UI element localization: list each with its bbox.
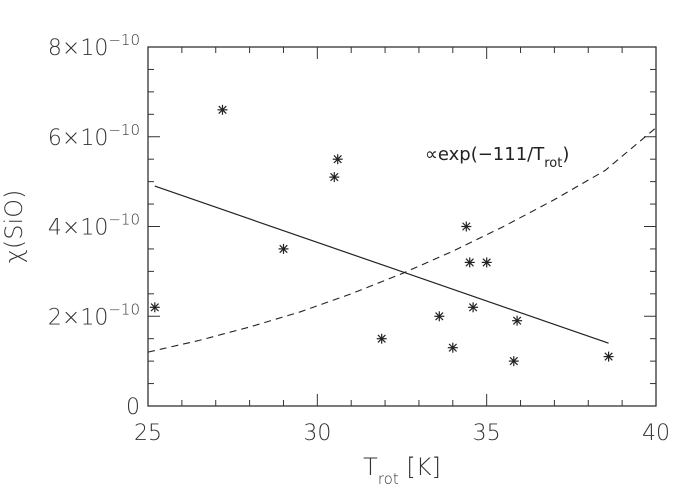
y-tick-label: 4×10−10: [48, 211, 140, 241]
x-axis-label: Trot [K]: [363, 453, 441, 488]
data-point: [217, 104, 228, 115]
y-tick-exponent: −10: [108, 31, 140, 49]
y-tick-label: 6×10−10: [48, 121, 140, 151]
data-point: [332, 154, 343, 165]
data-point: [329, 172, 340, 183]
y-axis-label: χ(SiO): [0, 190, 28, 264]
data-point: [481, 257, 492, 268]
y-tick-exponent: −10: [108, 300, 140, 318]
data-point: [464, 257, 475, 268]
data-point: [447, 342, 458, 353]
data-point: [508, 356, 519, 367]
data-point: [468, 302, 479, 313]
y-tick-text: 0: [126, 395, 140, 420]
data-point: [278, 243, 289, 254]
x-axis-label-unit: [K]: [399, 453, 441, 481]
data-point: [512, 315, 523, 326]
x-axis-label-sub: rot: [378, 470, 399, 488]
y-tick-mantissa: 4×10: [48, 216, 108, 241]
data-point: [434, 311, 445, 322]
x-tick-label: 35: [473, 421, 501, 446]
data-point: [149, 302, 160, 313]
y-tick-mantissa: 2×10: [48, 305, 108, 330]
y-tick-label: 8×10−10: [48, 31, 140, 61]
model-curve: [147, 127, 657, 353]
annotation-text: ∝exp(−111/T: [425, 144, 545, 165]
x-axis-label-main: T: [363, 453, 378, 481]
data-point: [603, 351, 614, 362]
y-tick-label: 0: [126, 395, 140, 420]
fit-line: [154, 185, 609, 344]
x-tick-label: 25: [134, 421, 162, 446]
x-tick-label: 30: [303, 421, 331, 446]
x-tick-label: 40: [642, 421, 670, 446]
y-tick-mantissa: 8×10: [48, 36, 108, 61]
curve-annotation: ∝exp(−111/Trot): [425, 144, 569, 171]
y-tick-label: 2×10−10: [48, 300, 140, 330]
y-tick-exponent: −10: [108, 211, 140, 229]
annotation-sub: rot: [544, 156, 562, 171]
data-point: [461, 221, 472, 232]
annotation-suffix: ): [562, 144, 569, 165]
y-tick-mantissa: 6×10: [48, 126, 108, 151]
y-tick-exponent: −10: [108, 121, 140, 139]
data-point: [376, 333, 387, 344]
plot-frame: [147, 46, 657, 407]
